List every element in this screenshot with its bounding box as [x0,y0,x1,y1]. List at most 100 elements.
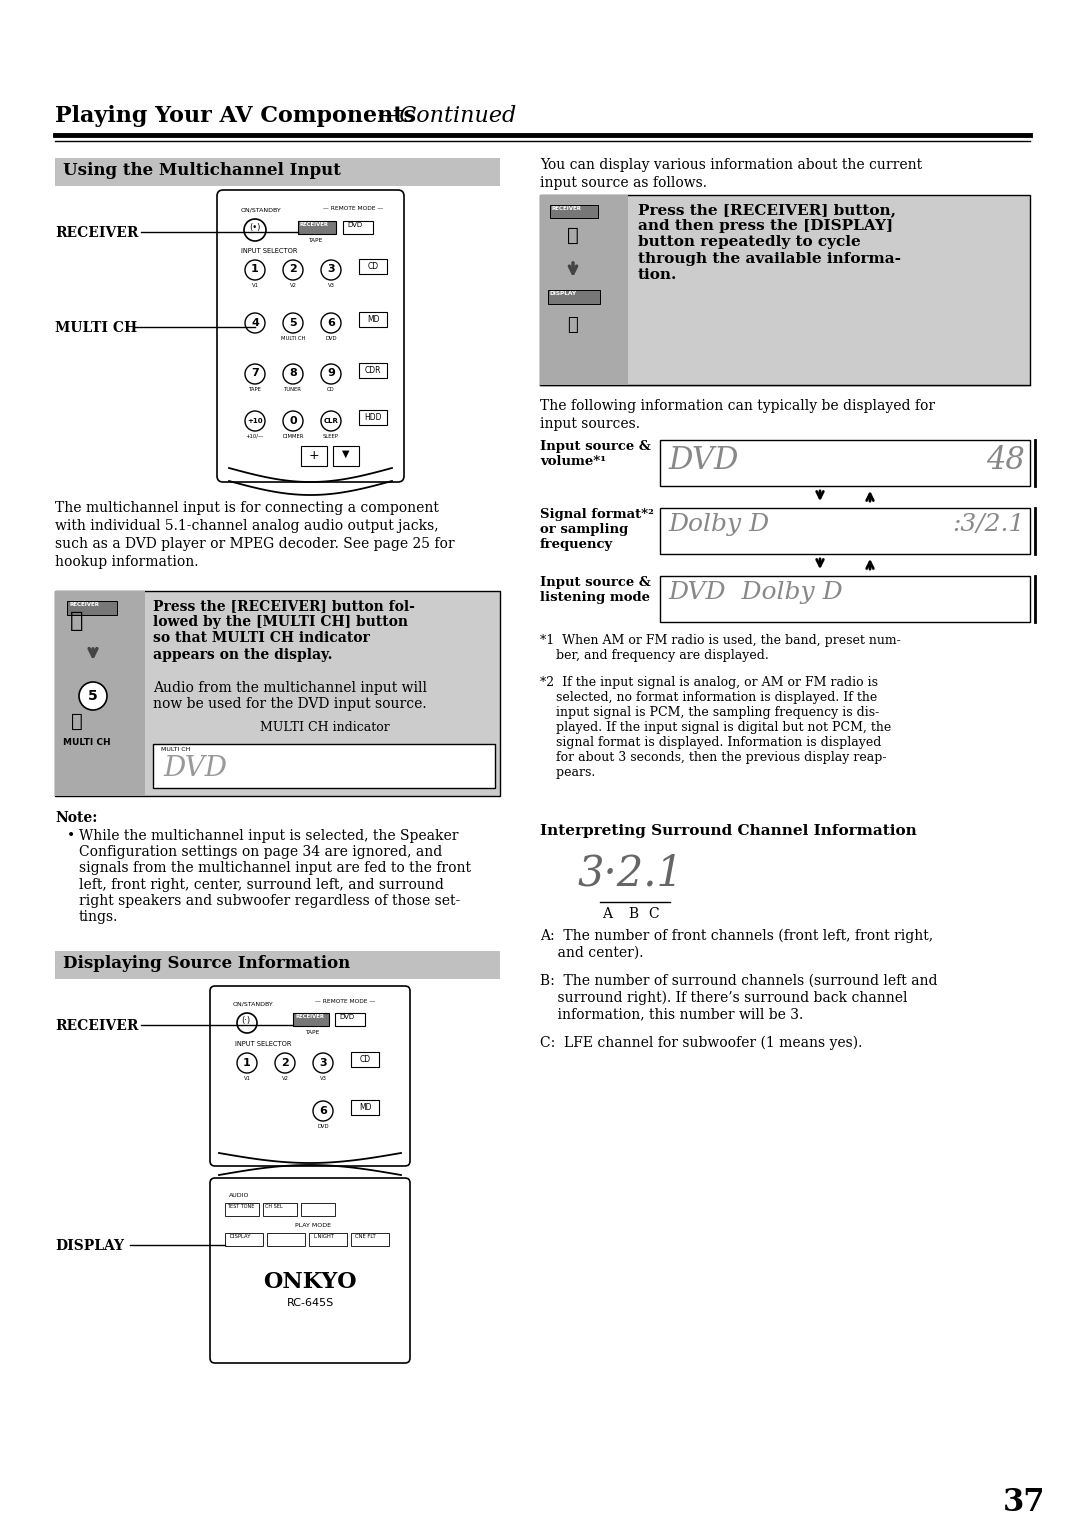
Bar [540,196,627,385]
Bar [264,1203,297,1216]
Bar [55,591,145,796]
Text: CD: CD [360,1054,370,1063]
Text: V2: V2 [289,283,297,287]
Text: CDR: CDR [365,367,381,374]
Text: MD: MD [367,315,379,324]
Bar [548,290,600,304]
Bar [351,1233,389,1245]
Text: listening mode: listening mode [540,591,650,604]
Bar [351,1100,379,1115]
Text: A:  The number of front channels (front left, front right,
    and center).: A: The number of front channels (front l… [540,929,933,960]
Text: C:  LFE channel for subwoofer (1 means yes).: C: LFE channel for subwoofer (1 means ye… [540,1036,862,1050]
Circle shape [245,260,265,280]
Text: hookup information.: hookup information. [55,555,199,568]
Text: Dolby D: Dolby D [669,513,769,536]
Text: V3: V3 [327,283,335,287]
Circle shape [283,411,303,431]
Text: RECEIVER: RECEIVER [69,602,99,607]
Bar [225,1203,259,1216]
Circle shape [245,364,265,384]
Text: 👇: 👇 [567,226,579,244]
Bar [359,410,387,425]
Text: •: • [67,830,76,843]
Text: Input source &: Input source & [540,576,651,588]
Text: RECEIVER: RECEIVER [55,1019,138,1033]
Text: 7: 7 [252,368,259,379]
Bar [298,222,336,234]
Text: DVD: DVD [325,336,337,341]
Text: AUDIO: AUDIO [229,1193,249,1198]
Text: SLEEP: SLEEP [323,434,339,439]
Bar [660,576,1030,622]
Bar [335,1013,365,1025]
Text: CNE FLT: CNE FLT [355,1235,376,1239]
Circle shape [237,1013,257,1033]
Circle shape [313,1053,333,1073]
Text: frequency: frequency [540,538,613,552]
Text: — REMOTE MODE —: — REMOTE MODE — [323,206,383,211]
Text: V2: V2 [282,1076,288,1080]
Text: CH SEL: CH SEL [265,1204,283,1209]
Text: The following information can typically be displayed for: The following information can typically … [540,399,935,413]
Text: DVD: DVD [347,222,362,228]
Text: 6: 6 [327,318,335,327]
Text: 5: 5 [89,689,98,703]
Text: or sampling: or sampling [540,523,629,536]
Bar [343,222,373,234]
Text: A: A [602,908,612,921]
Circle shape [283,313,303,333]
Text: DVD  Dolby D: DVD Dolby D [669,581,842,604]
Text: MULTI CH: MULTI CH [63,738,110,747]
Text: DVD: DVD [339,1015,354,1021]
FancyBboxPatch shape [210,986,410,1166]
Text: MULTI CH indicator: MULTI CH indicator [260,721,390,733]
Text: 👇: 👇 [71,712,83,730]
Circle shape [321,313,341,333]
Text: such as a DVD player or MPEG decoder. See page 25 for: such as a DVD player or MPEG decoder. Se… [55,536,455,552]
Text: DVD: DVD [163,755,227,782]
Text: 8: 8 [289,368,297,379]
Text: INPUT SELECTOR: INPUT SELECTOR [235,1041,292,1047]
Circle shape [245,411,265,431]
Circle shape [237,1053,257,1073]
Text: DISPLAY: DISPLAY [550,290,577,296]
Text: input source as follows.: input source as follows. [540,176,707,189]
Text: 3·2.1: 3·2.1 [577,853,683,894]
Bar [67,601,117,614]
Text: 1: 1 [252,264,259,275]
Text: 48: 48 [986,445,1025,477]
Text: *2  If the input signal is analog, or AM or FM radio is
    selected, no format : *2 If the input signal is analog, or AM … [540,675,891,779]
Text: ON/STANDBY: ON/STANDBY [233,1001,273,1005]
Text: You can display various information about the current: You can display various information abou… [540,157,922,173]
Text: DIMMER: DIMMER [282,434,303,439]
Bar [333,446,359,466]
Bar [55,950,500,979]
Text: TAPE: TAPE [308,238,322,243]
Text: (•): (•) [249,223,260,232]
Text: Displaying Source Information: Displaying Source Information [63,955,350,972]
Bar [301,1203,335,1216]
Text: +10/—: +10/— [246,434,265,439]
Circle shape [283,364,303,384]
Text: 0: 0 [289,416,297,426]
Text: CD: CD [367,261,379,270]
Text: V1: V1 [243,1076,251,1080]
Bar [55,157,500,186]
Bar [359,312,387,327]
Bar [153,744,495,788]
Text: ONKYO: ONKYO [264,1271,356,1293]
Text: 👇: 👇 [70,611,83,631]
Text: Press the [RECEIVER] button fol-
lowed by the [MULTI CH] button
so that MULTI CH: Press the [RECEIVER] button fol- lowed b… [153,599,415,662]
Text: TUNER: TUNER [284,387,302,393]
Text: HDD: HDD [364,413,381,422]
Text: While the multichannel input is selected, the Speaker
Configuration settings on : While the multichannel input is selected… [79,830,471,924]
Text: Signal format*²: Signal format*² [540,507,653,521]
Text: 4: 4 [251,318,259,327]
Text: DVD: DVD [318,1125,328,1129]
Text: input sources.: input sources. [540,417,640,431]
FancyBboxPatch shape [217,189,404,481]
Circle shape [321,411,341,431]
Text: ▼: ▼ [342,449,350,458]
Text: :3/2.1: :3/2.1 [953,513,1025,536]
Text: PLAY MODE: PLAY MODE [295,1222,330,1229]
